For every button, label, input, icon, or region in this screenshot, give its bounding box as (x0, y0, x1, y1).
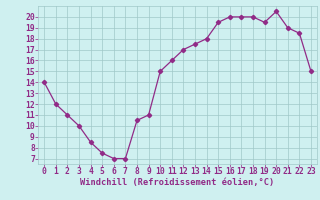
X-axis label: Windchill (Refroidissement éolien,°C): Windchill (Refroidissement éolien,°C) (80, 178, 275, 187)
